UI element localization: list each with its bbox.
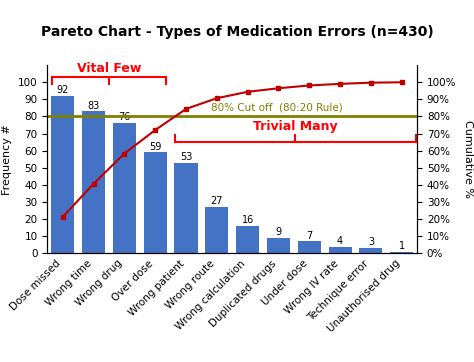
- Bar: [113, 123, 136, 253]
- Text: Pareto Chart - Types of Medication Errors (n=430): Pareto Chart - Types of Medication Error…: [41, 25, 433, 39]
- Text: 4: 4: [337, 236, 343, 246]
- Text: 9: 9: [275, 227, 282, 237]
- Bar: [359, 248, 383, 253]
- Text: 92: 92: [56, 85, 69, 95]
- Y-axis label: Frequency #: Frequency #: [2, 124, 12, 195]
- Bar: [390, 252, 413, 253]
- Bar: [328, 247, 352, 253]
- Text: 83: 83: [88, 101, 100, 110]
- Bar: [205, 207, 228, 253]
- Text: 3: 3: [368, 237, 374, 247]
- Bar: [51, 96, 74, 253]
- Bar: [82, 111, 105, 253]
- Bar: [174, 163, 198, 253]
- Bar: [236, 226, 259, 253]
- Text: 1: 1: [399, 241, 405, 251]
- Bar: [298, 241, 321, 253]
- Text: 16: 16: [242, 215, 254, 225]
- Text: Trivial Many: Trivial Many: [253, 120, 338, 133]
- Text: 59: 59: [149, 142, 162, 152]
- Text: Vital Few: Vital Few: [77, 62, 141, 75]
- Bar: [267, 238, 290, 253]
- Text: 27: 27: [210, 196, 223, 206]
- Y-axis label: Cumulative %: Cumulative %: [463, 120, 473, 198]
- Text: 53: 53: [180, 152, 192, 162]
- Bar: [144, 152, 167, 253]
- Text: 7: 7: [306, 231, 312, 241]
- Text: 76: 76: [118, 113, 131, 122]
- Text: 80% Cut off  (80:20 Rule): 80% Cut off (80:20 Rule): [210, 102, 342, 112]
